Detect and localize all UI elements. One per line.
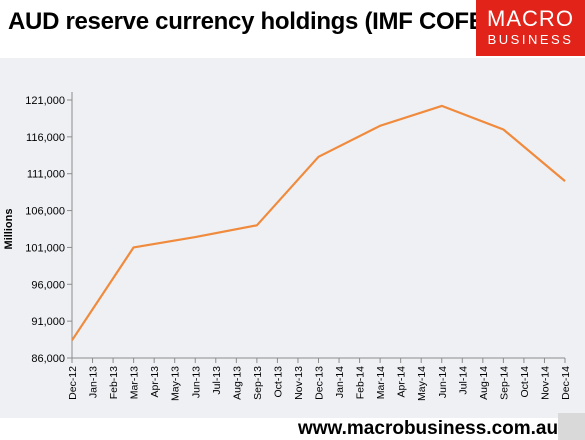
x-tick-label: May-13 bbox=[170, 366, 182, 401]
y-tick-label: 111,000 bbox=[27, 169, 65, 181]
x-tick-label: Jul-13 bbox=[211, 366, 223, 395]
y-tick-label: 86,000 bbox=[31, 353, 65, 365]
x-tick-label: Dec-12 bbox=[67, 366, 79, 400]
x-tick-label: Apr-14 bbox=[396, 366, 408, 398]
footer-url: www.macrobusiness.com.au bbox=[298, 418, 559, 439]
x-tick-label: Nov-13 bbox=[293, 366, 305, 400]
y-tick-label: 101,000 bbox=[25, 242, 65, 254]
logo-line-1: MACRO bbox=[487, 6, 574, 31]
x-tick-label: Mar-14 bbox=[375, 366, 387, 399]
x-tick-label: Jan-13 bbox=[88, 366, 100, 398]
chart-title: AUD reserve currency holdings (IMF COFER… bbox=[8, 8, 510, 35]
x-tick-label: Dec-13 bbox=[314, 366, 326, 400]
x-tick-label: Oct-14 bbox=[519, 366, 531, 398]
series-line bbox=[71, 104, 566, 341]
x-tick-label: Mar-13 bbox=[129, 366, 141, 399]
x-tick-label: May-14 bbox=[416, 366, 428, 401]
logo-line-2: BUSINESS bbox=[487, 32, 574, 47]
x-tick-label: Aug-13 bbox=[231, 366, 243, 400]
x-tick-label: Feb-13 bbox=[108, 366, 120, 399]
x-tick-label: Jun-13 bbox=[190, 366, 202, 398]
x-tick-label: Sep-14 bbox=[498, 366, 510, 400]
y-tick-label: 96,000 bbox=[31, 279, 65, 291]
y-tick-label: 91,000 bbox=[31, 316, 65, 328]
x-tick-label: Nov-14 bbox=[539, 366, 551, 400]
x-tick-label: Feb-14 bbox=[355, 366, 367, 399]
x-tick-label: Sep-13 bbox=[252, 366, 264, 400]
x-tick-label: Jun-14 bbox=[437, 366, 449, 398]
wolf-logo-icon bbox=[558, 413, 585, 440]
y-tick-label: 116,000 bbox=[26, 132, 65, 144]
y-axis-label: Millions bbox=[3, 209, 15, 250]
x-tick-label: Jan-14 bbox=[334, 366, 346, 398]
y-tick-label: 106,000 bbox=[25, 206, 65, 218]
macrobusiness-logo: MACRO BUSINESS bbox=[476, 0, 585, 56]
x-tick-label: Aug-14 bbox=[478, 366, 490, 400]
x-tick-label: Apr-13 bbox=[149, 366, 161, 398]
y-tick-label: 121,000 bbox=[25, 95, 65, 107]
x-tick-label: Oct-13 bbox=[272, 366, 284, 398]
x-tick-label: Jul-14 bbox=[457, 366, 469, 395]
x-tick-label: Dec-14 bbox=[560, 366, 572, 400]
